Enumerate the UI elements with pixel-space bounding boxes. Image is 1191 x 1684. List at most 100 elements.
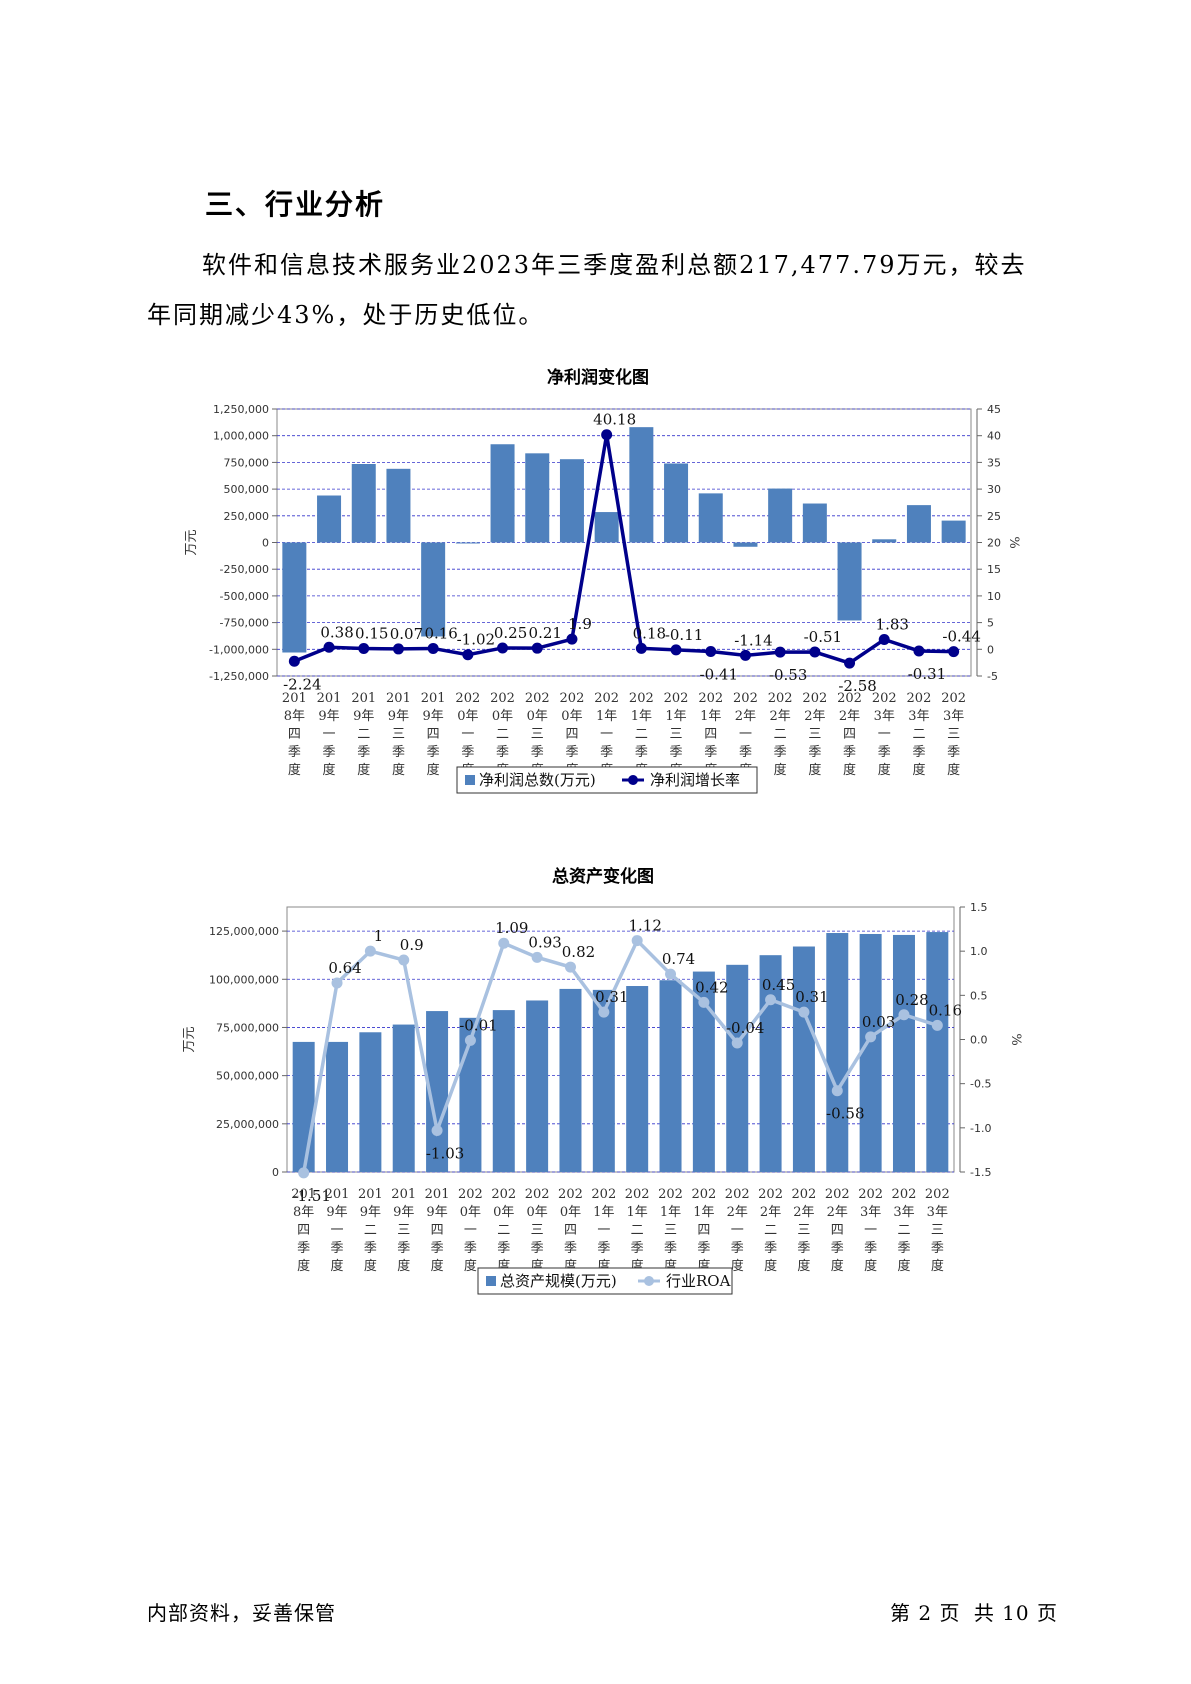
chart2-xtick-line: 202 bbox=[792, 1187, 817, 1202]
chart1-xtick-line: 202 bbox=[837, 691, 862, 706]
chart1-xtick-line: 季 bbox=[357, 745, 370, 760]
chart2-xtick-line: 度 bbox=[831, 1258, 844, 1274]
chart1-point bbox=[948, 646, 960, 658]
chart2-xtick-line: 度 bbox=[931, 1258, 944, 1274]
chart2-bar bbox=[659, 980, 682, 1172]
chart1-xtick-line: 202 bbox=[490, 691, 515, 706]
chart1-legend-bar-label: 净利润总数(万元) bbox=[479, 771, 596, 789]
chart2-data-label: 0.9 bbox=[400, 936, 424, 954]
chart1-xtick-line: 三 bbox=[947, 727, 960, 742]
chart1-xtick-line: 二 bbox=[774, 727, 787, 742]
chart1-y2tick-label: 25 bbox=[987, 510, 1001, 523]
chart2-point bbox=[665, 968, 677, 980]
chart1-xtick-line: 季 bbox=[635, 745, 648, 760]
chart1-bar bbox=[421, 542, 446, 637]
chart2-y2tick-label: -1.0 bbox=[970, 1122, 991, 1135]
chart1-xtick-line: 四 bbox=[288, 727, 301, 742]
chart1-xtick-line: 9年 bbox=[353, 709, 374, 724]
chart2-xtick-line: 2年 bbox=[827, 1205, 848, 1220]
chart2-xtick-line: 季 bbox=[897, 1241, 910, 1256]
chart1-xtick-line: 季 bbox=[739, 745, 752, 760]
chart2-point bbox=[731, 1037, 743, 1049]
chart2-xtick-line: 1年 bbox=[693, 1205, 714, 1220]
chart2-xtick-line: 二 bbox=[631, 1223, 644, 1238]
chart2-xtick-line: 四 bbox=[564, 1223, 577, 1238]
chart1-xtick-line: 季 bbox=[600, 745, 613, 760]
chart1-data-label: -2.24 bbox=[283, 675, 321, 693]
chart2-xtick-line: 季 bbox=[464, 1241, 477, 1256]
chart1-xtick-line: 202 bbox=[733, 691, 758, 706]
chart1-xtick-line: 1年 bbox=[700, 709, 721, 724]
chart1-bar bbox=[317, 495, 342, 543]
chart1-xtick-label: 202 3年三季度 bbox=[941, 691, 966, 778]
chart1-xtick-line: 季 bbox=[774, 745, 787, 760]
chart1-ytick-label: 250,000 bbox=[224, 510, 270, 523]
chart1-point bbox=[739, 649, 751, 661]
chart2-xtick-line: 202 bbox=[525, 1187, 550, 1202]
chart1-data-label: 0.15 bbox=[355, 624, 388, 642]
chart1-xtick-line: 季 bbox=[704, 745, 717, 760]
chart1-data-label: 0.16 bbox=[424, 624, 457, 642]
chart2-xtick-line: 3年 bbox=[893, 1205, 914, 1220]
chart2-bar bbox=[892, 934, 915, 1172]
chart2-point bbox=[865, 1031, 877, 1043]
chart1-xtick-line: 201 bbox=[317, 691, 342, 706]
chart2-bar bbox=[292, 1041, 315, 1172]
chart1-data-label: -1.02 bbox=[457, 631, 495, 649]
chart1-point bbox=[288, 655, 300, 667]
chart2-y2tick-label: 0.5 bbox=[970, 989, 988, 1002]
chart2-xtick-line: 二 bbox=[764, 1223, 777, 1238]
chart1-xtick-line: 3年 bbox=[874, 709, 895, 724]
chart1-ytick-label: 500,000 bbox=[224, 483, 270, 496]
chart2-xtick-line: 202 bbox=[625, 1187, 650, 1202]
chart1-bar bbox=[941, 520, 966, 543]
chart1-xtick-line: 202 bbox=[629, 691, 654, 706]
chart2-y2tick-label: 1.5 bbox=[970, 901, 988, 914]
chart1-ytick-label: 750,000 bbox=[224, 456, 270, 469]
chart2-xtick-line: 1年 bbox=[660, 1205, 681, 1220]
chart2-point bbox=[898, 1009, 910, 1021]
chart2-xtick-line: 二 bbox=[897, 1223, 910, 1238]
chart1-xtick-line: 2年 bbox=[735, 709, 756, 724]
chart2-ytick-label: 25,000,000 bbox=[216, 1118, 279, 1131]
chart2-bar bbox=[626, 986, 649, 1172]
chart2-bar bbox=[492, 1010, 515, 1172]
chart1-bar bbox=[282, 542, 307, 653]
chart2-plot-frame bbox=[286, 906, 955, 1173]
chart1-y2tick-label: 10 bbox=[987, 590, 1001, 603]
chart2-xtick-line: 202 bbox=[725, 1187, 750, 1202]
chart2-bar bbox=[326, 1041, 349, 1172]
chart2-xtick-line: 季 bbox=[531, 1241, 544, 1256]
chart2-data-label: 0.03 bbox=[862, 1013, 895, 1031]
chart1-xtick-line: 三 bbox=[670, 727, 683, 742]
chart1-series-line bbox=[293, 434, 954, 666]
chart1-xtick-line: 1年 bbox=[665, 709, 686, 724]
chart2-xtick-line: 2年 bbox=[793, 1205, 814, 1220]
chart1-xtick-line: 三 bbox=[531, 727, 544, 742]
chart1-data-label: 1.9 bbox=[568, 615, 592, 633]
chart1-xtick-line: 9年 bbox=[423, 709, 444, 724]
chart1-y2label: % bbox=[1006, 536, 1021, 548]
chart2-xtick-line: 202 bbox=[591, 1187, 616, 1202]
chart1-xtick-line: 二 bbox=[357, 727, 370, 742]
chart1-xtick-line: 度 bbox=[323, 762, 336, 778]
chart1-xtick-line: 四 bbox=[843, 727, 856, 742]
chart1-y2tick-label: -5 bbox=[987, 670, 998, 683]
chart1-ytick-label: -1,000,000 bbox=[209, 643, 269, 656]
chart2-series-line bbox=[301, 937, 938, 1174]
chart2-data-label: -1.03 bbox=[426, 1144, 464, 1162]
chart2-xtick-line: 201 bbox=[391, 1187, 416, 1202]
chart2-xtick-line: 202 bbox=[491, 1187, 516, 1202]
chart1-xtick-line: 201 bbox=[386, 691, 411, 706]
chart1-legend-line-label: 净利润增长率 bbox=[650, 771, 740, 789]
chart2-xtick-line: 8年 bbox=[293, 1205, 314, 1220]
chart1-ytick-label: -500,000 bbox=[220, 590, 269, 603]
chart2-data-label: 0.16 bbox=[929, 1001, 962, 1019]
